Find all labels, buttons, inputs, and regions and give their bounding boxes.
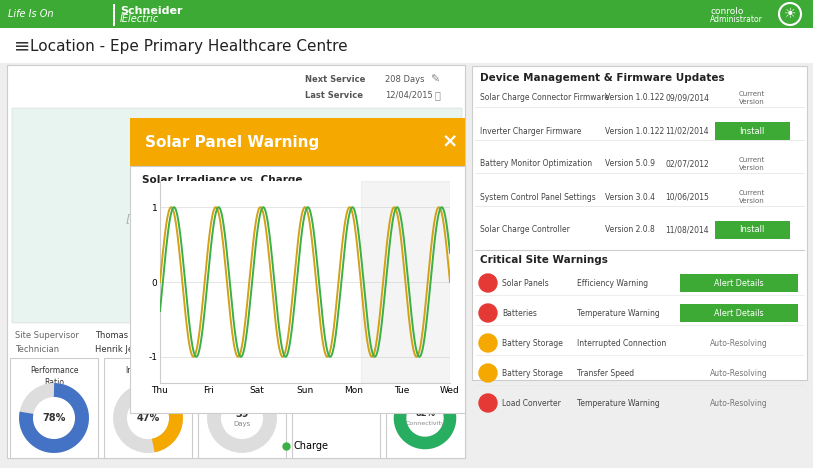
FancyBboxPatch shape (715, 122, 790, 140)
Legend: Charge: Charge (278, 437, 333, 455)
Text: Install: Install (739, 126, 765, 136)
Text: Technician: Technician (15, 345, 59, 354)
Text: Days: Days (233, 421, 250, 427)
Text: 39: 39 (235, 409, 249, 419)
Text: Transfer Speed: Transfer Speed (577, 368, 634, 378)
Text: Solar Charge Connector Firmware: Solar Charge Connector Firmware (480, 94, 609, 102)
Text: Solar Irradiance vs. Charge: Solar Irradiance vs. Charge (142, 175, 302, 185)
Text: [  3D Healthcare Centre Dashboard  ]: [ 3D Healthcare Centre Dashboard ] (126, 213, 334, 223)
Text: 02/07/2012: 02/07/2012 (665, 160, 709, 168)
Text: Version 2.0.8: Version 2.0.8 (605, 226, 654, 234)
Text: ...: ... (333, 366, 340, 375)
Text: Communication
Health: Communication Health (395, 366, 455, 387)
Text: Solar Charge Controller: Solar Charge Controller (480, 226, 570, 234)
Text: Version 1.0.122: Version 1.0.122 (605, 126, 664, 136)
Text: ☀: ☀ (784, 7, 796, 21)
Text: Device Management & Firmware Updates: Device Management & Firmware Updates (480, 73, 724, 83)
Text: Interrupted Connection: Interrupted Connection (577, 338, 666, 348)
Text: 47%: 47% (137, 413, 159, 423)
Text: İElectric: İElectric (120, 14, 159, 24)
Text: 82%: 82% (415, 410, 435, 418)
Text: Temperature Warning: Temperature Warning (577, 398, 660, 408)
Text: Connectivity: Connectivity (405, 422, 445, 426)
Text: Alert Details: Alert Details (714, 308, 763, 317)
Text: Location - Epe Primary Healthcare Centre: Location - Epe Primary Healthcare Centre (30, 38, 348, 53)
FancyBboxPatch shape (472, 66, 807, 380)
Text: Next Service: Next Service (305, 75, 365, 85)
FancyBboxPatch shape (680, 304, 798, 322)
Text: ≡: ≡ (14, 37, 30, 56)
Text: 78%: 78% (42, 413, 66, 423)
Circle shape (479, 304, 497, 322)
Text: Batteries: Batteries (502, 308, 537, 317)
Text: Efficiency Warning: Efficiency Warning (577, 278, 648, 287)
FancyBboxPatch shape (0, 0, 813, 28)
FancyBboxPatch shape (386, 358, 465, 458)
Text: Version 5.0.9: Version 5.0.9 (605, 160, 655, 168)
FancyBboxPatch shape (130, 118, 465, 166)
FancyBboxPatch shape (12, 108, 462, 323)
Text: Install: Install (739, 226, 765, 234)
FancyBboxPatch shape (10, 358, 98, 458)
Text: ✎: ✎ (430, 75, 439, 85)
Text: 📅: 📅 (435, 90, 441, 100)
Text: 10/06/2015: 10/06/2015 (665, 192, 709, 202)
FancyBboxPatch shape (715, 221, 790, 239)
Text: 09/09/2014: 09/09/2014 (665, 94, 709, 102)
Text: Henrik Jensen...: Henrik Jensen... (95, 345, 161, 354)
Text: 12/04/2015: 12/04/2015 (385, 90, 433, 100)
FancyBboxPatch shape (0, 28, 813, 63)
FancyBboxPatch shape (680, 274, 798, 292)
Text: Load Converter: Load Converter (502, 398, 561, 408)
Text: Auto-Resolving: Auto-Resolving (710, 368, 767, 378)
Circle shape (479, 394, 497, 412)
Text: 208 Days: 208 Days (385, 75, 424, 85)
Text: Current
Version: Current Version (739, 91, 765, 105)
Text: Site Supervisor: Site Supervisor (15, 330, 79, 339)
Text: Alert Details: Alert Details (714, 278, 763, 287)
Text: Auto-Resolving: Auto-Resolving (710, 398, 767, 408)
Circle shape (479, 364, 497, 382)
FancyBboxPatch shape (0, 63, 813, 468)
Text: Critical Site Warnings: Critical Site Warnings (480, 255, 608, 265)
Text: Life Is On: Life Is On (8, 9, 54, 19)
Text: Inverter Charger Firmware: Inverter Charger Firmware (480, 126, 581, 136)
Text: Battery Storage: Battery Storage (502, 338, 563, 348)
FancyBboxPatch shape (198, 358, 286, 458)
Text: Auto-Resolving: Auto-Resolving (710, 338, 767, 348)
Text: Current
Version: Current Version (739, 190, 765, 204)
Text: Performance
Ratio: Performance Ratio (30, 366, 78, 387)
Text: ...ry RUL: ...ry RUL (226, 366, 259, 375)
FancyBboxPatch shape (7, 65, 465, 458)
FancyBboxPatch shape (104, 358, 192, 458)
Text: Administrator: Administrator (710, 15, 763, 23)
Text: Solar Panel Warning: Solar Panel Warning (145, 134, 320, 149)
Text: Version 1.0.122: Version 1.0.122 (605, 94, 664, 102)
Circle shape (479, 274, 497, 292)
Text: System Control Panel Settings: System Control Panel Settings (480, 192, 596, 202)
Text: Thomas Ande...: Thomas Ande... (95, 330, 160, 339)
Text: Battery Storage: Battery Storage (502, 368, 563, 378)
FancyBboxPatch shape (292, 358, 380, 458)
FancyBboxPatch shape (130, 166, 465, 413)
Text: Version 3.0.4: Version 3.0.4 (605, 192, 655, 202)
Text: Last Service: Last Service (305, 90, 363, 100)
Text: Temperature Warning: Temperature Warning (577, 308, 660, 317)
Text: conrolo: conrolo (710, 7, 743, 15)
Text: Current
Version: Current Version (739, 157, 765, 171)
Bar (361, 181, 450, 383)
Text: Battery Monitor Optimization: Battery Monitor Optimization (480, 160, 592, 168)
Text: Solar Panels: Solar Panels (502, 278, 549, 287)
Text: Schneider: Schneider (120, 6, 182, 16)
Text: 11/08/2014: 11/08/2014 (665, 226, 709, 234)
Text: Infrastructu
Health: Infrastructu Health (125, 366, 171, 387)
Text: 11/02/2014: 11/02/2014 (665, 126, 709, 136)
Circle shape (479, 334, 497, 352)
Text: ×: × (441, 132, 459, 152)
FancyBboxPatch shape (113, 4, 115, 26)
